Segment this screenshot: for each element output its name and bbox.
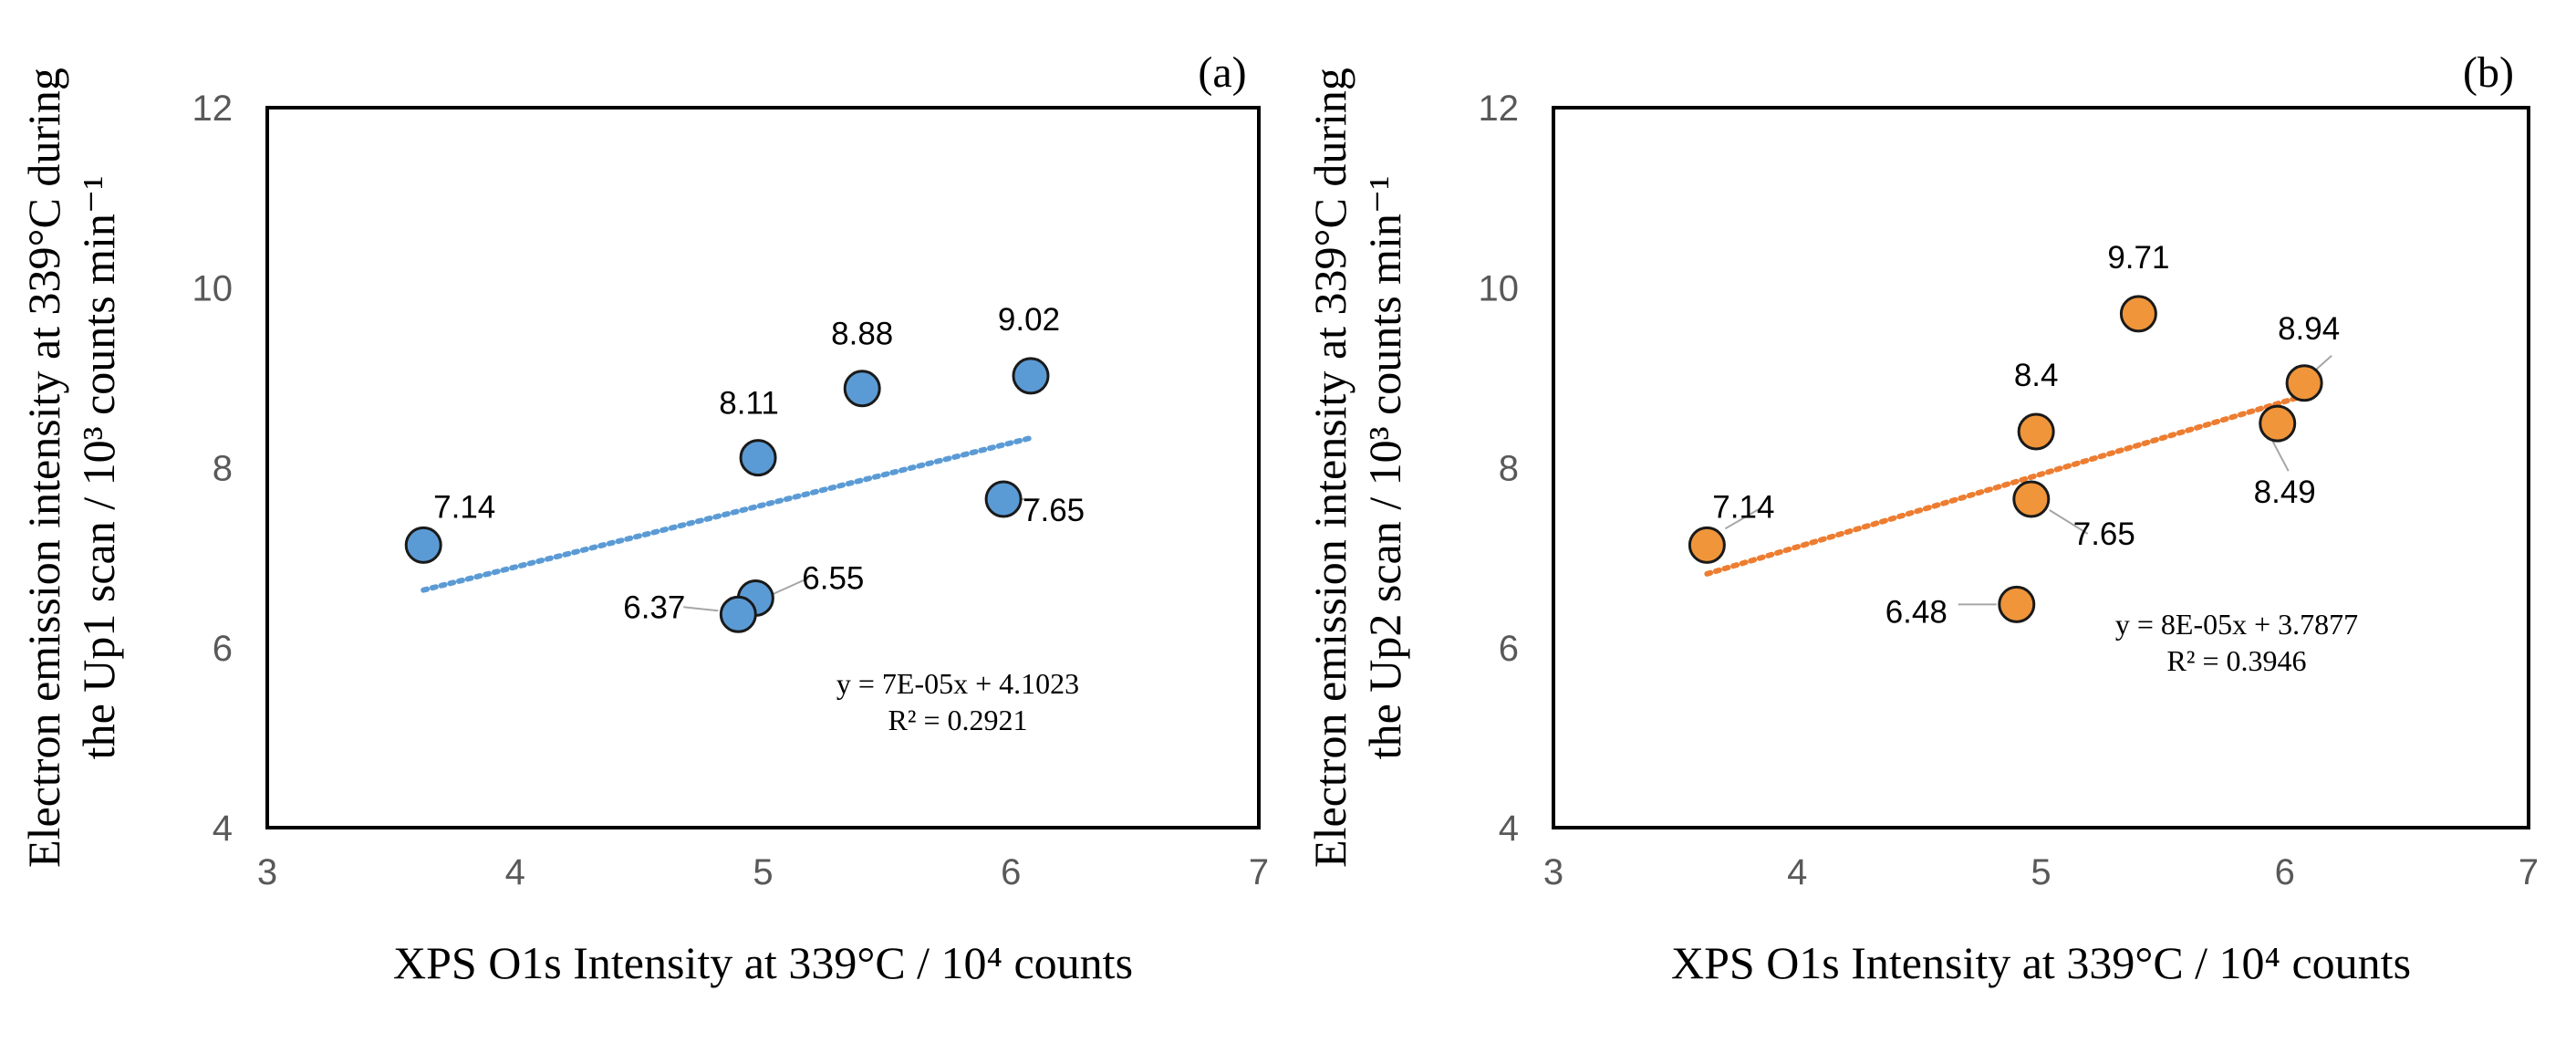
plot-frame	[265, 106, 1261, 829]
x-tick-label: 7	[2519, 852, 2539, 892]
x-tick-label: 6	[1001, 852, 1021, 892]
data-point	[843, 370, 881, 408]
data-label-leader	[2270, 439, 2290, 472]
y-tick-label: 6	[213, 629, 233, 669]
trendline	[421, 434, 1034, 593]
x-tick-label: 4	[1787, 852, 1807, 892]
data-point	[739, 439, 777, 477]
data-point	[719, 595, 757, 633]
data-point	[1998, 585, 2036, 623]
data-label: 7.65	[2073, 516, 2135, 552]
y-axis-title-line2: the Up2 scan / 10³ counts min⁻¹	[1359, 176, 1410, 760]
data-label: 8.11	[719, 386, 779, 422]
data-label: 8.49	[2254, 475, 2316, 510]
y-axis-title-line1: Electron emission intensity at 339°C dur…	[18, 68, 69, 868]
y-tick-label: 4	[213, 808, 233, 849]
y-axis-title-line1: Electron emission intensity at 339°C dur…	[1304, 68, 1356, 868]
data-label-leader	[2049, 509, 2089, 535]
y-tick-label: 12	[1479, 89, 1520, 129]
y-tick-label: 10	[1479, 268, 1520, 308]
data-point	[404, 526, 442, 564]
data-point	[1688, 526, 1726, 564]
r-squared-label: R² = 0.2921	[888, 704, 1028, 736]
data-label: 6.55	[802, 561, 864, 597]
x-tick-label: 6	[2275, 852, 2295, 892]
trendline	[1704, 392, 2308, 577]
data-point	[2012, 480, 2051, 518]
data-point	[1012, 357, 1050, 395]
data-label: 7.14	[1712, 489, 1774, 525]
data-label-leader	[683, 606, 719, 612]
y-tick-label: 10	[192, 268, 234, 308]
x-axis-title: XPS O1s Intensity at 339°C / 10⁴ counts	[1671, 937, 2411, 988]
y-tick-label: 8	[1499, 449, 1519, 489]
data-point	[2119, 295, 2157, 333]
y-tick-label: 8	[213, 449, 233, 489]
data-label: 8.88	[831, 317, 893, 352]
data-point	[2017, 412, 2055, 451]
data-point	[2285, 364, 2323, 402]
x-tick-label: 7	[1249, 852, 1269, 892]
x-axis-title: XPS O1s Intensity at 339°C / 10⁴ counts	[393, 937, 1133, 988]
data-label-leader	[771, 577, 809, 596]
data-label: 6.48	[1885, 594, 1948, 630]
data-label: 7.14	[433, 489, 495, 525]
data-point	[984, 480, 1023, 518]
data-point	[2259, 404, 2297, 443]
x-tick-label: 3	[1543, 852, 1563, 892]
x-tick-label: 3	[257, 852, 277, 892]
y-axis-title-line2: the Up1 scan / 10³ counts min⁻¹	[73, 176, 124, 760]
x-tick-label: 4	[505, 852, 525, 892]
trendline-equation: y = 7E-05x + 4.1023	[836, 667, 1079, 700]
data-label: 8.4	[2014, 358, 2059, 393]
data-label: 9.02	[998, 302, 1060, 338]
data-label: 7.65	[1023, 493, 1085, 528]
y-tick-label: 4	[1499, 808, 1519, 849]
x-tick-label: 5	[753, 852, 773, 892]
data-label: 9.71	[2107, 240, 2169, 276]
r-squared-label: R² = 0.3946	[2167, 644, 2307, 677]
data-label-leader	[1724, 507, 1761, 530]
y-tick-label: 12	[192, 89, 234, 129]
panel-label: (b)	[2463, 48, 2514, 97]
x-tick-label: 5	[2031, 852, 2051, 892]
data-label: 6.37	[623, 589, 685, 625]
panel-label: (a)	[1198, 48, 1246, 97]
trendline-equation: y = 8E-05x + 3.7877	[2115, 608, 2358, 641]
plot-frame	[1552, 106, 2530, 829]
data-label: 8.94	[2278, 311, 2340, 347]
y-tick-label: 6	[1499, 629, 1519, 669]
data-label-leader	[2314, 355, 2332, 371]
